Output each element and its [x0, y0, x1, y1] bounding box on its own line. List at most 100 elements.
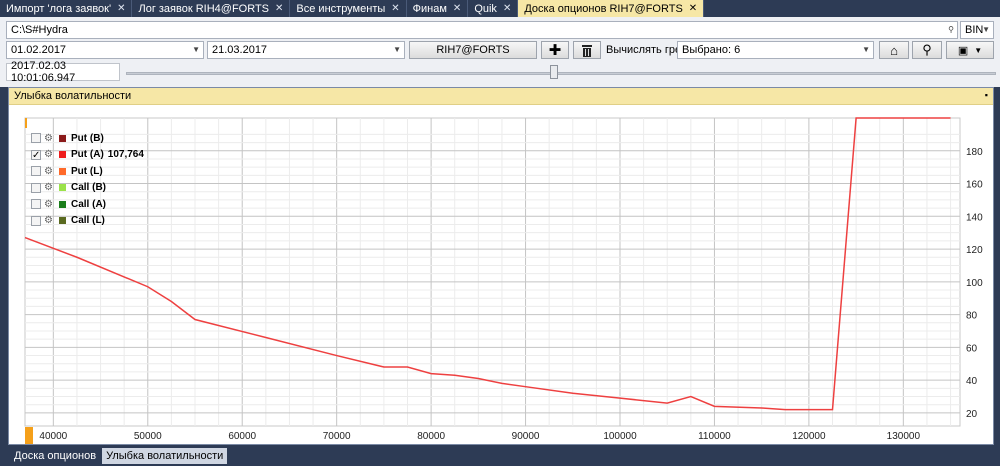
from-date-picker[interactable]: 01.02.2017 ▼ — [6, 41, 204, 59]
legend-swatch — [59, 167, 66, 175]
checkbox-icon[interactable] — [31, 199, 41, 210]
x-scroll-marker — [25, 427, 33, 444]
legend-swatch — [59, 134, 66, 142]
close-icon[interactable]: ✕ — [452, 3, 462, 14]
tab-quik[interactable]: Quik ✕ — [468, 0, 519, 17]
legend-item[interactable]: ⚙ Call (A) — [31, 196, 144, 213]
legend-swatch — [59, 200, 66, 208]
x-tick-label: 90000 — [512, 431, 540, 442]
gear-icon[interactable]: ⚙ — [44, 182, 53, 194]
series-line-put-a — [24, 117, 951, 411]
close-icon[interactable]: ✕ — [688, 3, 698, 14]
search-icon: ⚲ — [922, 42, 932, 57]
volatility-chart: 20 40 60 80 100 120 140 160 180 40000 50000 60000 70… — [24, 117, 983, 444]
close-icon[interactable]: ✕ — [391, 3, 400, 14]
checkbox-icon[interactable] — [31, 215, 41, 226]
home-icon: ⌂ — [890, 42, 898, 58]
save-icon: ▣ — [957, 44, 969, 57]
tab-label: Финам — [412, 2, 447, 15]
to-date-value: 21.03.2017 — [212, 44, 268, 56]
tab-label: Лог заявок RIH4@FORTS — [138, 2, 270, 15]
legend-item[interactable]: ⚙ Call (B) — [31, 180, 144, 197]
legend-label: Call (B) — [71, 182, 106, 194]
document-tabs: Импорт 'лога заявок' ✕ Лог заявок RIH4@FO… — [0, 0, 1000, 17]
security-label: RIH7@FORTS — [436, 44, 510, 56]
add-button[interactable]: ✚ — [541, 41, 569, 59]
x-tick-label: 130000 — [887, 431, 921, 442]
legend-label: Put (B) — [71, 132, 104, 144]
volatility-smile-window: Улыбка волатильности ▪ 20 40 60 80 100 120 140… — [8, 87, 994, 445]
to-date-picker[interactable]: 21.03.2017 ▼ — [207, 41, 405, 59]
close-icon[interactable]: ✕ — [502, 3, 512, 14]
from-date-value: 01.02.2017 — [11, 44, 67, 56]
legend-label: Call (A) — [71, 198, 106, 210]
gear-icon[interactable]: ⚙ — [44, 165, 53, 177]
tab-options-board[interactable]: Доска опционов RIH7@FORTS ✕ — [518, 0, 705, 17]
plus-icon: ✚ — [548, 42, 562, 59]
delete-button[interactable] — [573, 41, 601, 59]
legend-item[interactable]: ⚙ Call (L) — [31, 213, 144, 230]
tab-label: Импорт 'лога заявок' — [6, 2, 112, 15]
legend-swatch — [59, 184, 66, 192]
checkbox-icon[interactable] — [31, 166, 41, 177]
window-title: Улыбка волатильности — [14, 90, 132, 102]
y-tick-label: 120 — [966, 245, 983, 256]
y-tick-label: 160 — [966, 180, 983, 191]
time-slider-track[interactable] — [126, 72, 996, 75]
checkbox-icon[interactable] — [31, 182, 41, 193]
search-button[interactable]: ⚲ — [912, 41, 942, 59]
save-button[interactable]: ▣ ▼ — [946, 41, 994, 59]
plot-area — [24, 117, 961, 427]
trash-icon — [582, 44, 592, 57]
time-slider-thumb[interactable] — [550, 65, 558, 79]
gear-icon[interactable]: ⚙ — [44, 215, 53, 227]
chevron-down-icon: ▼ — [393, 45, 401, 54]
chart-legend: ⚙ Put (B) ✓ ⚙ Put (A) 107,764 ⚙ Put (L) ⚙ Call… — [31, 130, 144, 229]
browse-icon[interactable]: ⚲ — [948, 25, 954, 34]
legend-item[interactable]: ⚙ Put (L) — [31, 163, 144, 180]
x-tick-label: 100000 — [603, 431, 637, 442]
tab-options-board-bottom[interactable]: Доска опционов — [14, 450, 97, 462]
chevron-down-icon: ▼ — [974, 45, 983, 55]
timestamp-value: 2017.02.03 10:01:06.947 — [11, 60, 76, 84]
tab-label: Все инструменты — [296, 2, 386, 15]
greeks-select[interactable]: Выбрано: 6 ▼ — [677, 41, 874, 59]
home-button[interactable]: ⌂ — [879, 41, 909, 59]
close-icon[interactable]: ✕ — [117, 3, 126, 14]
tab-order-log[interactable]: Лог заявок RIH4@FORTS ✕ — [132, 0, 291, 17]
y-tick-label: 100 — [966, 278, 983, 289]
gear-icon[interactable]: ⚙ — [44, 198, 53, 210]
pin-icon[interactable]: ▪ — [984, 90, 988, 100]
x-tick-label: 70000 — [323, 431, 351, 442]
chevron-down-icon: ▼ — [982, 25, 990, 34]
x-tick-label: 60000 — [228, 431, 256, 442]
legend-item[interactable]: ⚙ Put (B) — [31, 130, 144, 147]
chevron-down-icon: ▼ — [192, 45, 200, 54]
gear-icon[interactable]: ⚙ — [44, 149, 53, 161]
tab-volatility-smile[interactable]: Улыбка волатильности — [102, 448, 228, 464]
y-tick-label: 80 — [966, 311, 978, 322]
tab-all-instruments[interactable]: Все инструменты ✕ — [290, 0, 407, 17]
y-tick-label: 40 — [966, 376, 978, 387]
checkbox-icon[interactable] — [31, 133, 41, 144]
greeks-value: Выбрано: 6 — [682, 44, 741, 56]
checkbox-icon[interactable]: ✓ — [31, 149, 41, 161]
chevron-down-icon: ▼ — [862, 45, 870, 54]
close-icon[interactable]: ✕ — [275, 3, 284, 14]
gear-icon[interactable]: ⚙ — [44, 132, 53, 144]
path-input[interactable]: C:\S#Hydra ⚲ — [6, 21, 958, 39]
path-value: C:\S#Hydra — [11, 24, 68, 36]
legend-item[interactable]: ✓ ⚙ Put (A) 107,764 — [31, 147, 144, 164]
y-tick-label: 60 — [966, 343, 978, 354]
x-tick-label: 50000 — [134, 431, 162, 442]
tab-label: Доска опционов RIH7@FORTS — [524, 2, 683, 15]
tab-finam[interactable]: Финам ✕ — [407, 0, 469, 17]
bottom-tabs: Доска опционов Улыбка волатильности — [0, 446, 1000, 466]
tab-import-log[interactable]: Импорт 'лога заявок' ✕ — [0, 0, 133, 17]
legend-label: Put (L) — [71, 165, 103, 177]
format-select[interactable]: BIN ▼ — [960, 21, 994, 39]
security-button[interactable]: RIH7@FORTS — [409, 41, 537, 59]
legend-swatch — [59, 217, 66, 225]
y-tick-label: 180 — [966, 147, 983, 158]
window-header: Улыбка волатильности ▪ — [9, 88, 993, 105]
